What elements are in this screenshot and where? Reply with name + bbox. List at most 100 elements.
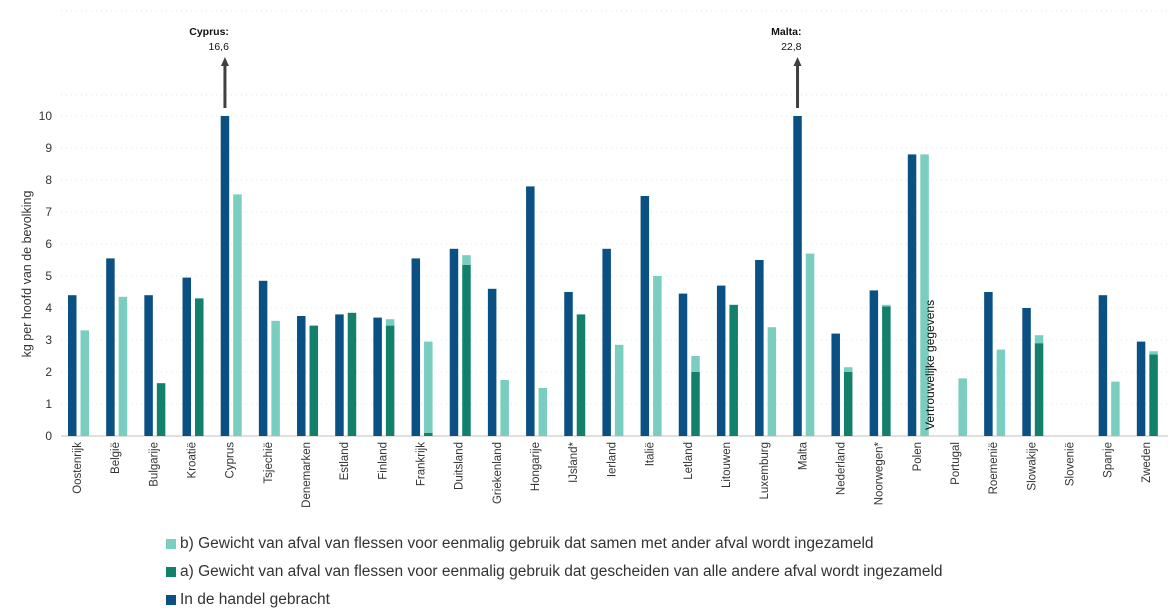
bar-mixed-Noorwegen* — [882, 304, 891, 307]
bar-mixed-Zweden — [1149, 351, 1158, 355]
x-tick-label: Spanje — [1103, 442, 1115, 478]
bar-placed-IJsland* — [564, 292, 573, 436]
bar-placed-Italië — [640, 196, 650, 436]
bar-separate-Slowakije — [1034, 343, 1044, 436]
bars — [68, 116, 1158, 436]
x-tick-label: Letland — [683, 442, 695, 480]
annotation-value: 16,6 — [209, 41, 230, 53]
bar-placed-Malta — [793, 116, 802, 436]
x-tick-label: Finland — [377, 442, 389, 480]
legend-label-separate: a) Gewicht van afval van flessen voor ee… — [180, 563, 943, 580]
bar-separate-Estland — [347, 312, 357, 436]
bar-placed-Luxemburg — [755, 260, 764, 436]
bar-mixed-Slowakije — [1034, 335, 1044, 344]
legend-item-separate: a) Gewicht van afval van flessen voor ee… — [166, 560, 943, 584]
bar-placed-België — [106, 258, 115, 436]
bar-mixed-Hongarije — [538, 388, 548, 436]
x-tick-label: België — [110, 442, 122, 474]
bar-mixed-Finland — [385, 319, 395, 326]
bar-placed-Tsjechië — [258, 280, 268, 436]
bar-separate-Denemarken — [309, 325, 319, 436]
bar-separate-Frankrijk — [424, 432, 433, 436]
x-tick-label: Duitsland — [454, 442, 466, 490]
y-tick-label: 9 — [45, 141, 52, 155]
annotation-label: Cyprus: — [189, 26, 229, 38]
bar-placed-Denemarken — [297, 316, 306, 436]
bar-placed-Kroatië — [182, 277, 192, 436]
x-tick-label: Kroatië — [187, 442, 199, 478]
bar-mixed-Luxemburg — [767, 327, 777, 436]
bar-mixed-Cyprus — [233, 194, 242, 436]
x-axis-labels: Oostenrijk België Bulgarije Kroatië Cyprus Ts… — [72, 441, 1153, 507]
y-tick-label: 5 — [45, 269, 52, 283]
bar-placed-Litouwen — [716, 285, 726, 436]
bar-placed-Slowakije — [1022, 308, 1031, 436]
gridlines — [61, 10, 1168, 437]
bar-placed-Spanje — [1098, 295, 1108, 436]
bar-placed-Nederland — [831, 333, 840, 436]
x-tick-label: Portugal — [950, 442, 962, 485]
bar-separate-Nederland — [843, 372, 853, 436]
y-tick-label: 8 — [45, 173, 52, 187]
bar-mixed-Spanje — [1111, 381, 1120, 436]
bar-separate-Duitsland — [462, 264, 471, 436]
bar-mixed-Ierland — [614, 344, 624, 436]
x-tick-label: Italië — [645, 442, 657, 466]
bar-placed-Noorwegen* — [869, 290, 879, 436]
annotation-value: 22,8 — [781, 41, 802, 53]
y-tick-label: 2 — [45, 365, 52, 379]
bar-placed-Hongarije — [526, 186, 535, 436]
y-tick-label: 4 — [45, 301, 52, 315]
legend-swatch-mixed — [166, 539, 176, 549]
bar-mixed-Tsjechië — [271, 320, 280, 436]
bar-mixed-Portugal — [958, 378, 967, 436]
x-tick-label: Hongarije — [530, 442, 542, 491]
annotation-label: Malta: — [771, 26, 801, 38]
bar-placed-Zweden — [1136, 341, 1146, 436]
x-tick-label: Frankrijk — [416, 442, 428, 486]
bar-placed-Polen — [907, 154, 917, 436]
bar-placed-Oostenrijk — [68, 295, 77, 436]
bar-mixed-Frankrijk — [424, 341, 433, 433]
legend-item-mixed: b) Gewicht van afval van flessen voor ee… — [166, 532, 943, 556]
x-tick-label: Bulgarije — [148, 442, 160, 487]
bar-separate-Zweden — [1149, 354, 1158, 436]
y-tick-label: 6 — [45, 237, 52, 251]
bar-placed-Duitsland — [449, 248, 459, 436]
bar-separate-Bulgarije — [156, 383, 166, 436]
y-tick-label: 0 — [45, 429, 52, 443]
bar-mixed-Polen — [920, 154, 929, 436]
bar-chart: 0 1 2 3 4 5 6 7 8 9 10 Oostenrijk België Bulgarije Kr… — [20, 10, 1168, 508]
bar-placed-Bulgarije — [144, 295, 153, 436]
confidential-note: Vertrouwelijke gegevens — [923, 300, 937, 430]
x-tick-label: Oostenrijk — [72, 442, 84, 494]
y-tick-label: 3 — [45, 333, 52, 347]
x-tick-label: Denemarken — [301, 442, 313, 508]
bar-mixed-Nederland — [843, 367, 853, 372]
legend-swatch-separate — [166, 567, 176, 577]
bar-placed-Frankrijk — [411, 258, 421, 436]
bar-placed-Roemenië — [984, 292, 993, 436]
bar-mixed-Roemenië — [996, 349, 1006, 436]
arrow-head — [793, 57, 802, 66]
bar-mixed-Duitsland — [462, 255, 471, 265]
x-tick-label: Nederland — [835, 442, 847, 495]
x-tick-label: Zweden — [1141, 442, 1153, 483]
x-tick-label: IJsland* — [568, 441, 580, 482]
bar-separate-Litouwen — [729, 304, 738, 436]
x-tick-label: Malta — [797, 441, 809, 470]
x-tick-label: Slovenië — [1064, 442, 1076, 486]
x-tick-label: Roemenië — [988, 442, 1000, 494]
y-tick-label: 7 — [45, 205, 52, 219]
bar-placed-Cyprus — [220, 116, 230, 436]
legend-label-mixed: b) Gewicht van afval van flessen voor ee… — [180, 535, 874, 552]
y-tick-label: 10 — [39, 109, 53, 123]
arrow-head — [220, 57, 229, 66]
y-axis-label: kg per hoofd van de bevolking — [20, 191, 34, 358]
x-tick-label: Tsjechië — [263, 442, 275, 484]
bar-separate-Kroatië — [195, 298, 204, 436]
x-tick-label: Estland — [339, 442, 351, 480]
bar-mixed-België — [118, 296, 128, 436]
x-tick-label: Litouwen — [721, 442, 733, 488]
bar-mixed-Malta — [805, 253, 815, 436]
